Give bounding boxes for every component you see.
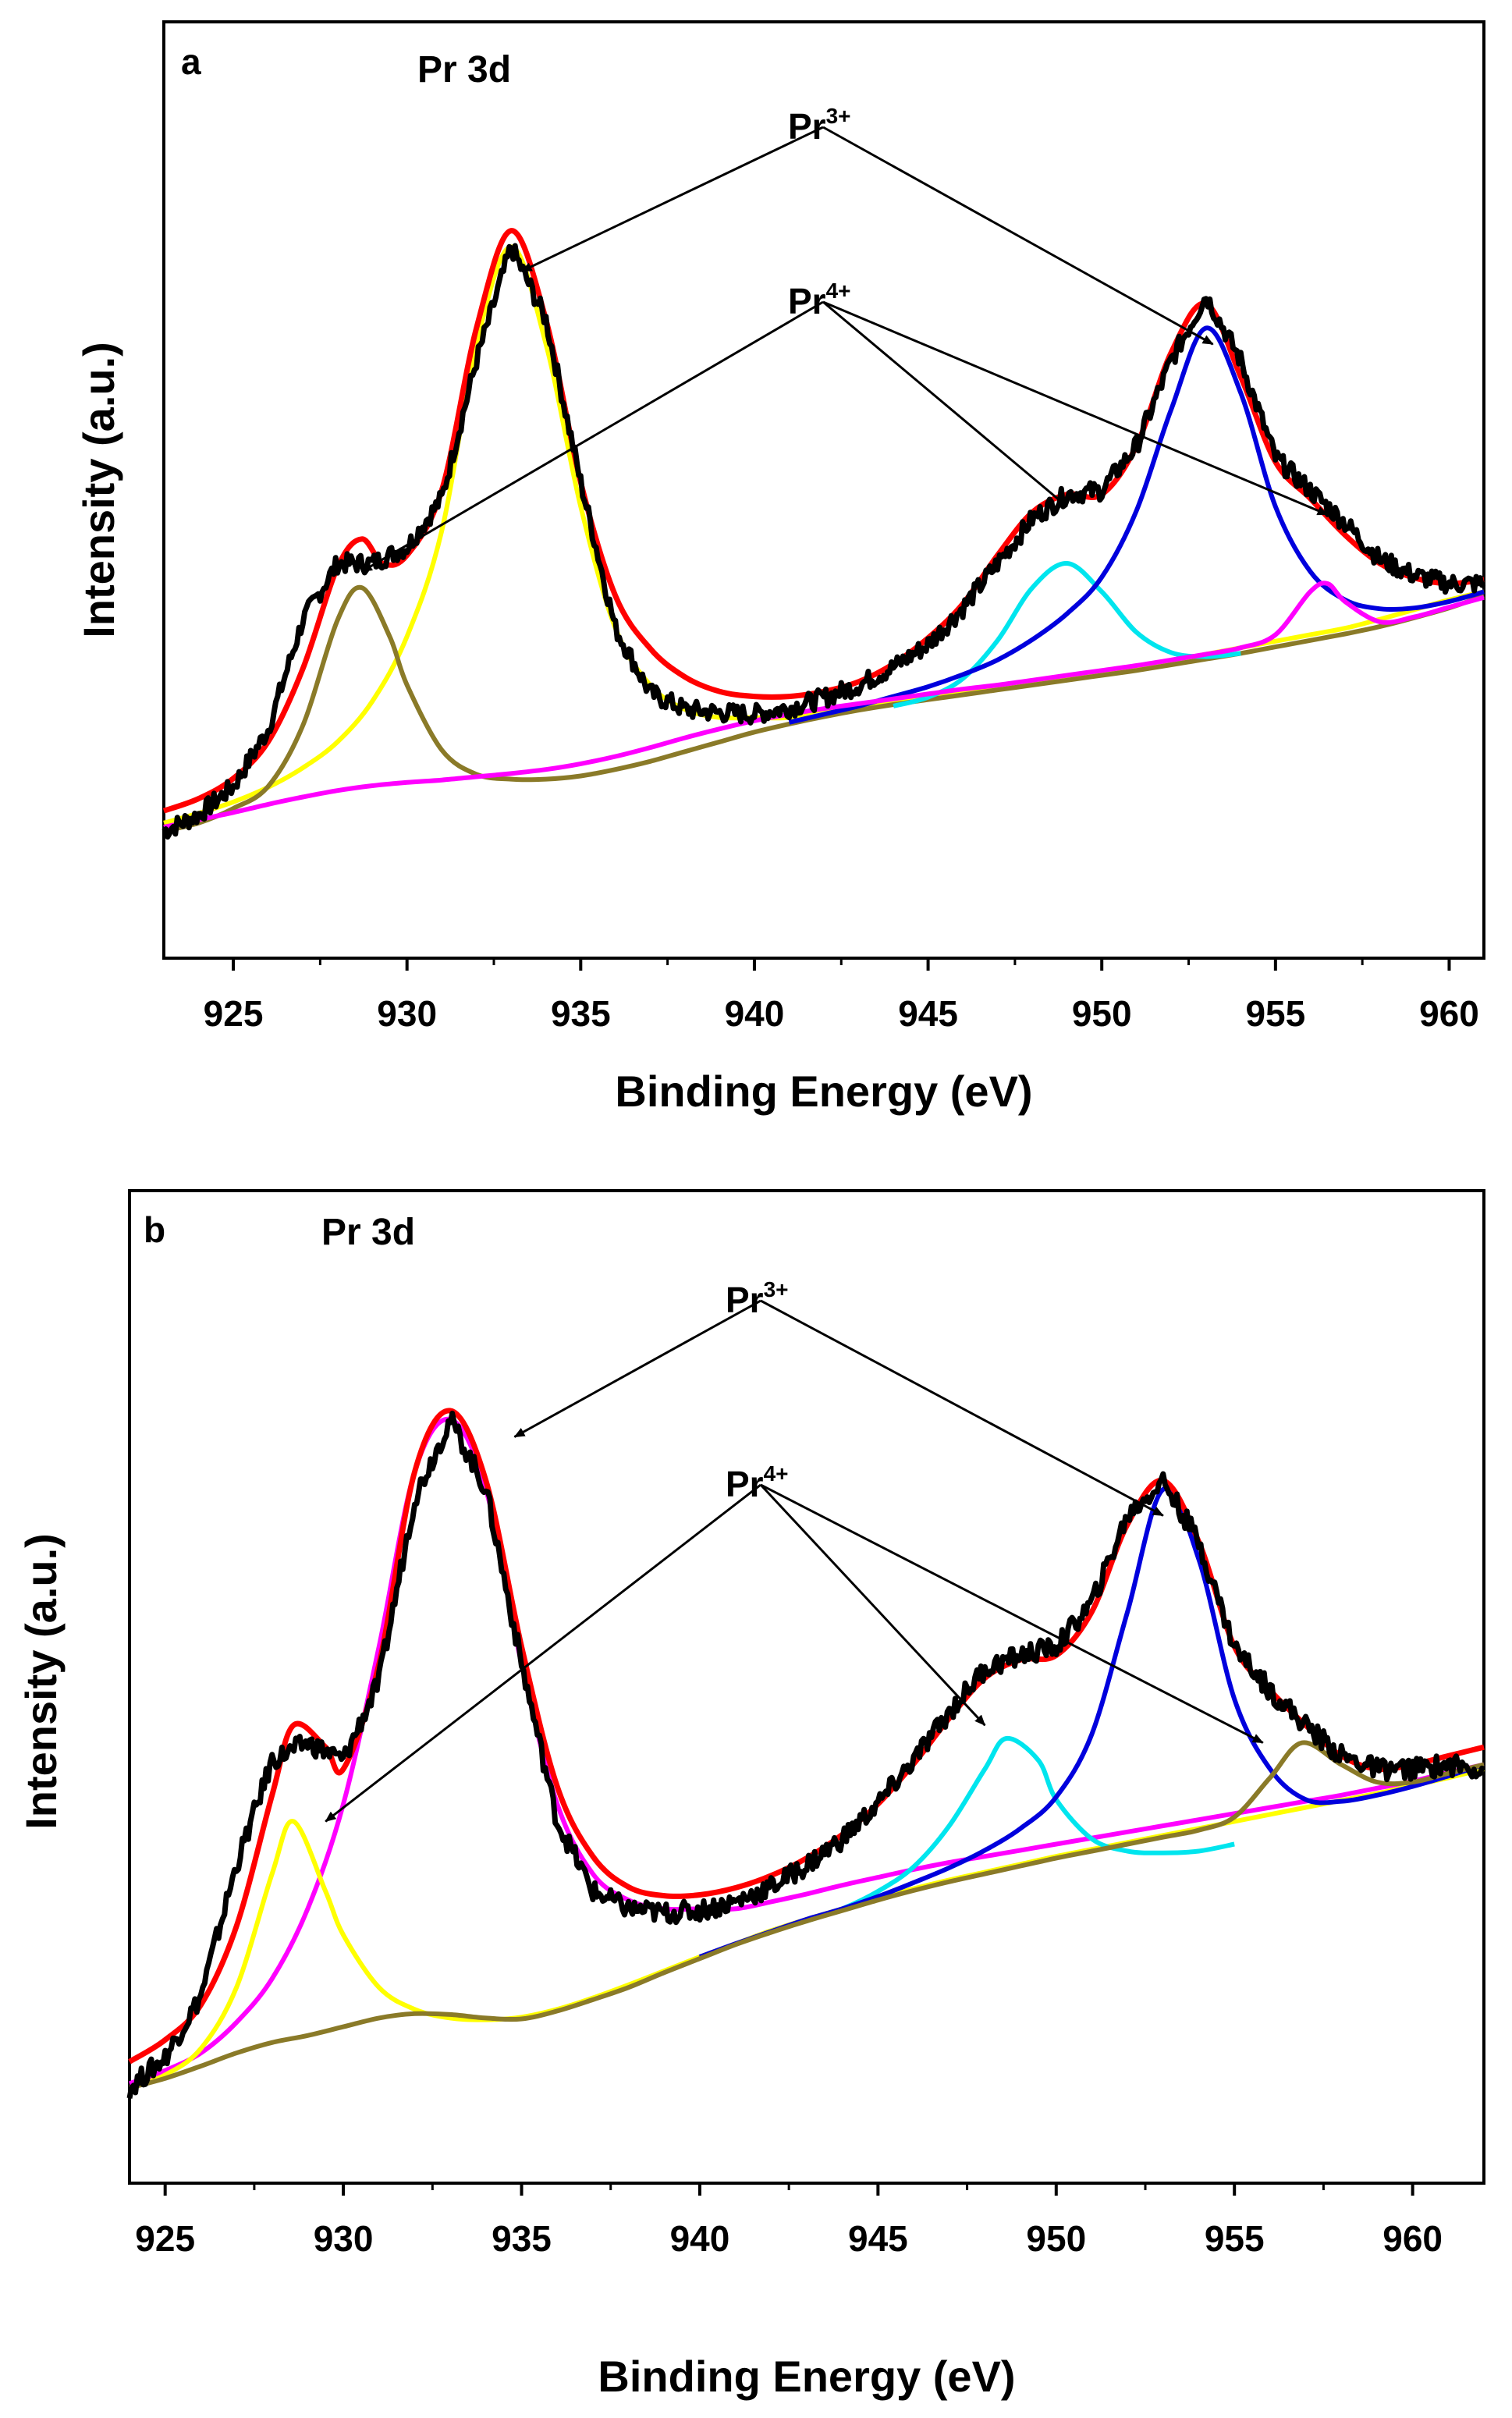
pr3-arrow-b-0 (513, 1299, 761, 1438)
plot-frame-a (162, 20, 1485, 960)
panel-label-b: b (144, 1209, 165, 1250)
series-a-pr4-3d3-2-949 (893, 561, 1241, 708)
x-axis-title-a: Binding Energy (eV) (615, 1067, 1032, 1116)
plot-frame-b (128, 1189, 1485, 2185)
x-tick-label-b-945: 945 (848, 2218, 908, 2259)
pr4-arrow-a-0 (360, 300, 824, 573)
panel-b: 925 930 935 940 945 950 955 960 b Pr 3d Pr3+ Pr… (16, 1189, 1485, 2401)
pr4-arrow-a-2 (822, 300, 1329, 516)
x-tick-label-b-925: 925 (135, 2218, 195, 2259)
ticks-layer-b: 925 930 935 940 945 950 955 960 (135, 2183, 1443, 2259)
series-b-experimental (126, 1410, 1485, 2099)
panel-label-a: a (181, 41, 201, 82)
pr4-label-a: Pr4+ (788, 279, 851, 321)
x-tick-label-b-960: 960 (1382, 2218, 1443, 2259)
pr4-label-b: Pr4+ (726, 1461, 789, 1504)
series-layer-b (126, 1408, 1485, 2099)
x-axis-title-b: Binding Energy (eV) (598, 2352, 1015, 2401)
series-b-pr4-3d3-2-948-6 (806, 1735, 1235, 1923)
y-axis-title-a: Intensity (a.u.) (74, 342, 123, 638)
pr4-arrow-b-0 (325, 1483, 761, 1823)
x-tick-label-b-940: 940 (670, 2218, 730, 2259)
series-a-pr3-3d3-2 (788, 325, 1485, 725)
pr4-arrow-b-1 (759, 1483, 986, 1727)
pr4-arrow-b-2 (760, 1483, 1264, 1744)
chart-title-a: Pr 3d (417, 49, 511, 91)
x-tick-label-b-935: 935 (492, 2218, 552, 2259)
annotation-layer-b (325, 1299, 1264, 1823)
series-a-pr4-3d3-2-956-5 (163, 581, 1485, 829)
x-tick-label-a-935: 935 (551, 993, 611, 1034)
pr3-arrow-a-1 (822, 126, 1214, 346)
pr3-arrow-b-1 (760, 1299, 1164, 1517)
series-a-pr4-3d5-2 (163, 584, 1485, 834)
ticks-layer-a: 925 930 935 940 945 950 955 960 (204, 958, 1479, 1034)
x-tick-label-a-960: 960 (1419, 993, 1479, 1034)
x-tick-label-a-940: 940 (725, 993, 785, 1034)
x-tick-label-a-925: 925 (204, 993, 264, 1034)
pr4-arrow-a-1 (822, 300, 1068, 508)
x-tick-label-b-950: 950 (1026, 2218, 1086, 2259)
series-b-pr4-3d3-2-956-9 (129, 1740, 1485, 2090)
pr3-label-a: Pr3+ (788, 104, 851, 147)
series-a-experimental (161, 243, 1486, 840)
series-layer-a (161, 228, 1486, 840)
y-axis-title-b: Intensity (a.u.) (16, 1533, 66, 1830)
pr3-label-b: Pr3+ (726, 1277, 789, 1320)
x-tick-label-a-955: 955 (1245, 993, 1305, 1034)
chart-title-b: Pr 3d (321, 1212, 415, 1253)
pr3-arrow-a-0 (520, 126, 824, 272)
x-tick-label-b-955: 955 (1205, 2218, 1265, 2259)
x-tick-label-b-930: 930 (314, 2218, 374, 2259)
annotation-layer-a (360, 126, 1329, 573)
x-tick-label-a-950: 950 (1072, 993, 1132, 1034)
panel-a: 925 930 935 940 945 950 955 960 a Pr 3d Pr3+ Pr… (74, 20, 1486, 1116)
x-tick-label-a-945: 945 (898, 993, 958, 1034)
x-tick-label-a-930: 930 (377, 993, 437, 1034)
